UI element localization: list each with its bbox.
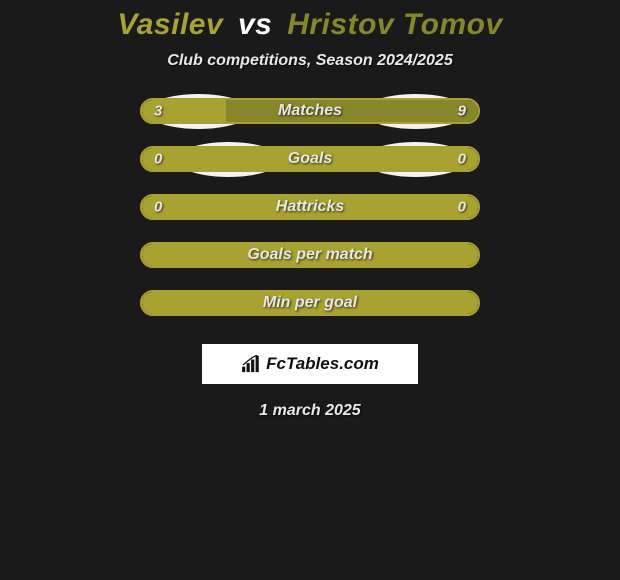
stat-value-player2: 0 xyxy=(458,199,466,216)
stat-value-player2: 9 xyxy=(458,103,466,120)
branding-label: FcTables.com xyxy=(266,354,379,374)
comparison-infographic: Vasilev vs Hristov Tomov Club competitio… xyxy=(0,0,620,420)
stat-row: Matches 3 9 xyxy=(140,98,480,124)
date-label: 1 march 2025 xyxy=(259,402,360,420)
stats-list: Matches 3 9 Goals 0 0 Hattricks 0 0 Goals per mat… xyxy=(140,98,480,338)
player2-name: Hristov Tomov xyxy=(287,8,502,41)
stat-bar: Hattricks 0 0 xyxy=(140,194,480,220)
stat-bar: Goals per match xyxy=(140,242,480,268)
branding-text: FcTables.com xyxy=(241,354,379,374)
stat-value-player1: 0 xyxy=(154,151,162,168)
stat-label: Goals xyxy=(288,150,332,168)
stat-row: Goals per match xyxy=(140,242,480,268)
chart-icon xyxy=(241,355,263,373)
bar-fill-player2 xyxy=(226,100,478,122)
stat-bar: Goals 0 0 xyxy=(140,146,480,172)
subtitle: Club competitions, Season 2024/2025 xyxy=(167,52,452,70)
stat-label: Goals per match xyxy=(247,246,372,264)
stat-value-player2: 0 xyxy=(458,151,466,168)
stat-row: Min per goal xyxy=(140,290,480,316)
stat-value-player1: 0 xyxy=(154,199,162,216)
stat-row: Hattricks 0 0 xyxy=(140,194,480,220)
main-title: Vasilev vs Hristov Tomov xyxy=(117,8,502,42)
stat-label: Min per goal xyxy=(263,294,357,312)
stat-row: Goals 0 0 xyxy=(140,146,480,172)
stat-label: Matches xyxy=(278,102,342,120)
player1-name: Vasilev xyxy=(117,8,223,41)
stat-bar: Min per goal xyxy=(140,290,480,316)
branding-badge: FcTables.com xyxy=(202,344,418,384)
stat-value-player1: 3 xyxy=(154,103,162,120)
stat-label: Hattricks xyxy=(276,198,344,216)
vs-text: vs xyxy=(238,8,272,41)
stat-bar: Matches 3 9 xyxy=(140,98,480,124)
